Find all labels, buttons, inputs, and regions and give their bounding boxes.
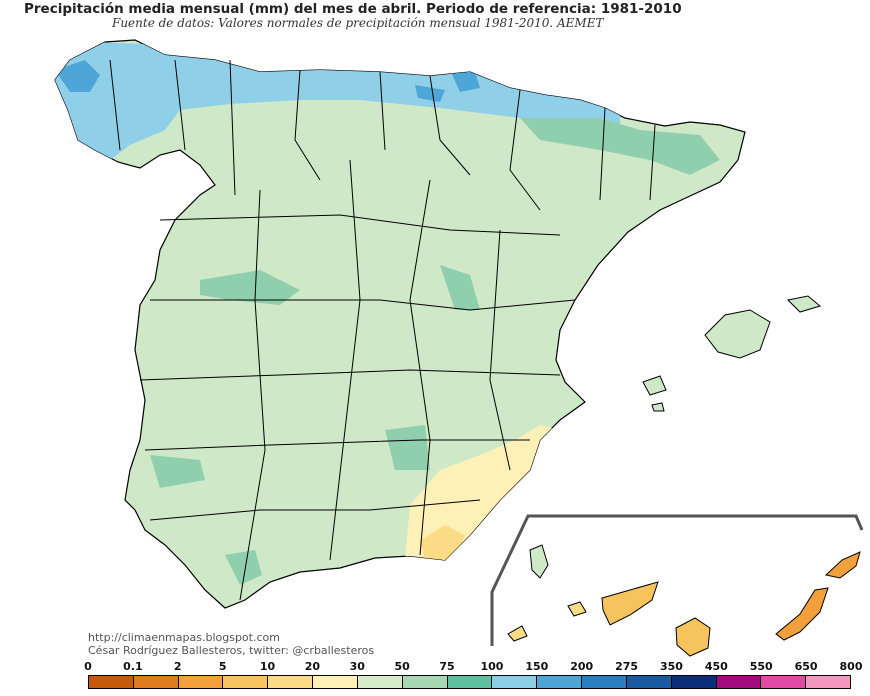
map-subtitle: Fuente de datos: Valores normales de pre… <box>112 16 604 30</box>
legend-tick-label: 30 <box>349 660 365 673</box>
lanzarote <box>824 551 861 579</box>
canary-inset-frame <box>490 514 864 646</box>
legend-ticks: 0 0.1 2 5 10 20 30 50 75 100 150 200 275 350 450 550 650… <box>0 660 870 674</box>
color-legend <box>88 675 851 689</box>
map-title: Precipitación media mensual (mm) del mes… <box>24 1 682 17</box>
mallorca <box>704 309 771 359</box>
legend-tick-label: 350 <box>659 660 683 673</box>
legend-swatch <box>626 676 672 688</box>
fuerteventura <box>775 587 829 641</box>
very-humid-cantabria <box>450 70 480 92</box>
legend-swatch <box>492 676 538 688</box>
tenerife <box>601 581 659 626</box>
legend-swatch <box>582 676 627 688</box>
blog-credit: http://climaenmapas.blogspot.com <box>88 631 280 644</box>
driest-almeria <box>420 525 465 560</box>
author-credit: César Rodríguez Ballesteros, twitter: @c… <box>88 644 375 657</box>
legend-swatch <box>806 676 851 688</box>
wetter-cazorla <box>385 425 430 470</box>
wetter-central-system <box>200 270 300 305</box>
legend-swatch <box>89 676 134 688</box>
legend-tick-label: 650 <box>794 660 818 673</box>
legend-tick-label: 20 <box>304 660 321 673</box>
legend-tick-label: 0 <box>84 660 92 673</box>
very-humid-galicia <box>55 60 100 92</box>
ibiza <box>642 375 667 396</box>
legend-swatch <box>447 676 493 688</box>
formentera <box>651 402 665 412</box>
gran-canaria <box>675 617 711 657</box>
legend-tick-label: 0.1 <box>123 660 143 673</box>
legend-tick-label: 75 <box>439 660 455 673</box>
la-palma <box>529 544 549 579</box>
wetter-pyrenees <box>520 118 720 175</box>
legend-tick-label: 550 <box>749 660 773 673</box>
legend-swatch <box>178 676 224 688</box>
wetter-iberian-system <box>440 265 480 310</box>
wetter-grazalema <box>225 550 262 585</box>
legend-swatch <box>268 676 314 688</box>
very-humid-basque <box>415 85 445 102</box>
province-borders <box>109 59 656 601</box>
legend-swatch <box>716 676 762 688</box>
legend-tick-label: 10 <box>259 660 276 673</box>
legend-tick-label: 275 <box>615 660 639 673</box>
legend-tick-label: 150 <box>525 660 549 673</box>
legend-swatch <box>223 676 269 688</box>
legend-swatch <box>357 676 403 688</box>
menorca <box>786 295 822 313</box>
legend-tick-label: 2 <box>173 660 182 673</box>
legend-swatch <box>402 676 448 688</box>
la-gomera <box>567 601 587 617</box>
wetter-west <box>150 455 205 488</box>
legend-swatch <box>133 676 179 688</box>
el-hierro <box>507 625 528 642</box>
legend-tick-label: 800 <box>839 660 863 673</box>
legend-tick-label: 5 <box>218 660 227 673</box>
legend-tick-label: 450 <box>704 660 728 673</box>
legend-tick-label: 200 <box>570 660 594 673</box>
legend-swatch <box>537 676 583 688</box>
legend-swatch <box>671 676 717 688</box>
legend-tick-label: 50 <box>394 660 410 673</box>
legend-swatch <box>313 676 358 688</box>
legend-tick-label: 100 <box>480 660 504 673</box>
legend-swatch <box>761 676 807 688</box>
